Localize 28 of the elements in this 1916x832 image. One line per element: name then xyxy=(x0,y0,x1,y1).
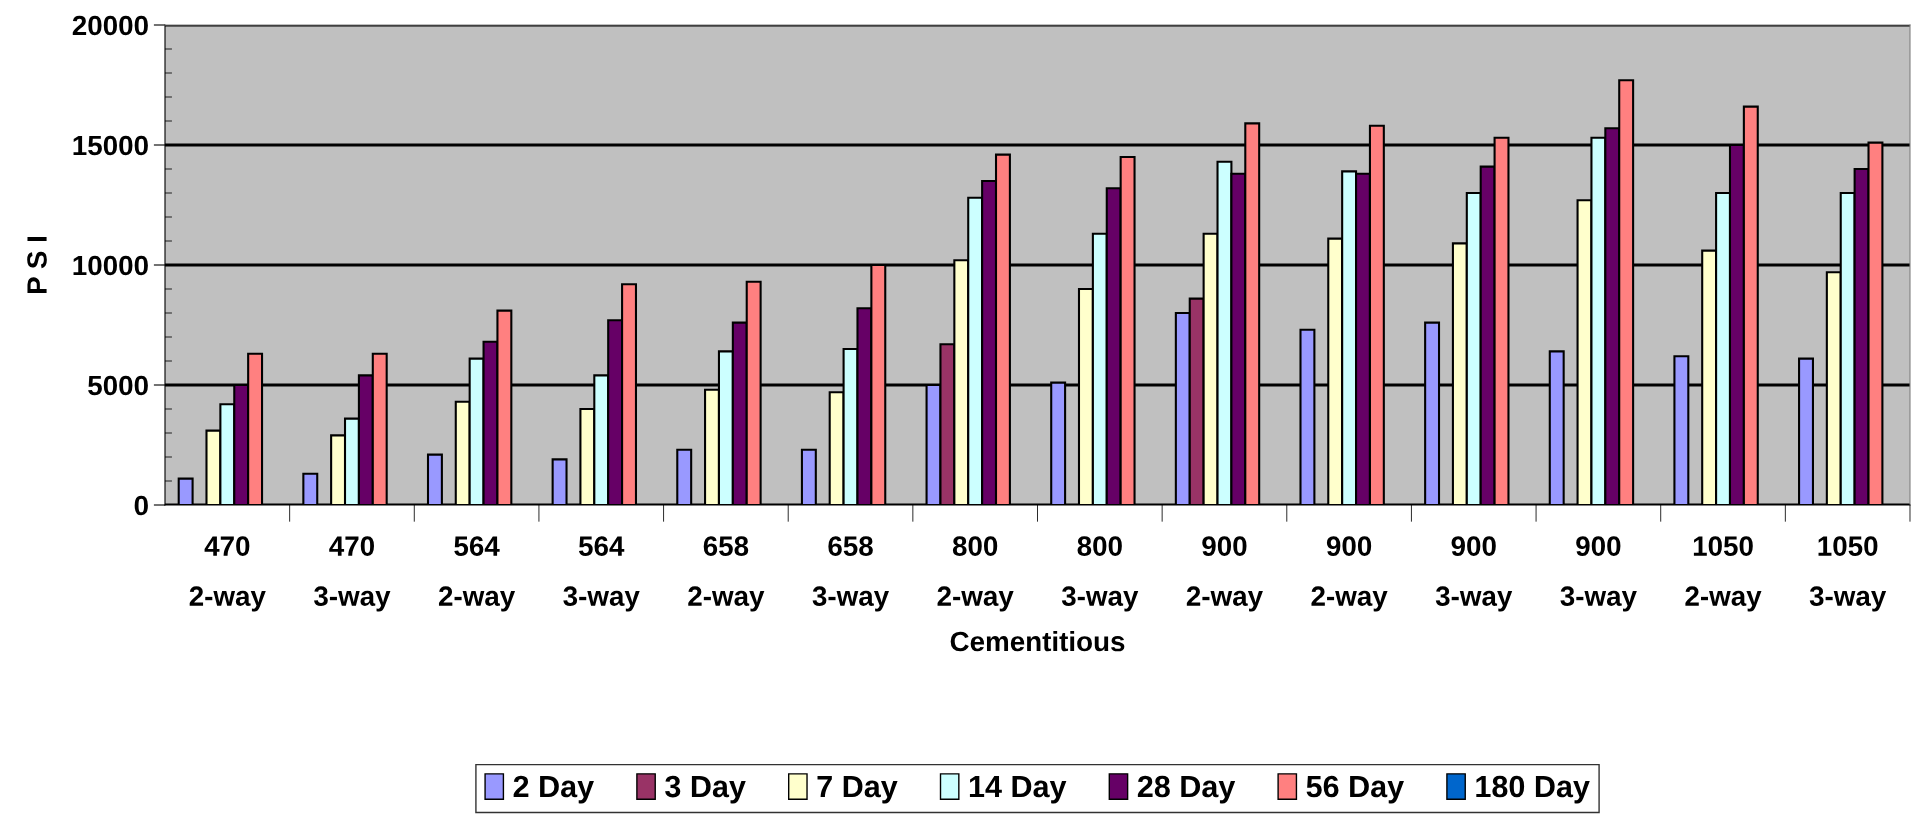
y-tick-label: 0 xyxy=(134,495,148,516)
x-tick-label: 1050 2-way xyxy=(1685,536,1762,612)
x-tick-label: 1050 3-way xyxy=(1809,536,1887,612)
y-tick-label: 20000 xyxy=(72,15,148,36)
x-tick-label: 900 3-way xyxy=(1560,536,1637,612)
legend-label: 28 Day xyxy=(1137,775,1236,804)
x-tick-label: 900 3-way xyxy=(1435,536,1513,612)
x-tick-label: 470 3-way xyxy=(314,536,391,612)
x-tick-label: 900 2-way xyxy=(1186,536,1263,612)
y-tick-label: 10000 xyxy=(73,255,148,276)
x-tick-label: 564 3-way xyxy=(563,536,640,612)
legend-label: 7 Day xyxy=(817,776,898,804)
x-tick-label: 658 3-way xyxy=(812,536,889,612)
x-tick-label: 470 2-way xyxy=(189,536,266,612)
legend-label: 180 Day xyxy=(1476,775,1590,804)
x-axis-title: Cementitious xyxy=(950,630,1125,652)
x-tick-label: 800 2-way xyxy=(937,536,1014,612)
legend-label: 3 Day xyxy=(665,775,746,804)
x-tick-label: 900 2-way xyxy=(1311,536,1388,612)
x-tick-label: 658 2-way xyxy=(688,536,765,612)
legend-label: 2 Day xyxy=(513,775,594,804)
legend-label: 56 Day xyxy=(1306,775,1404,804)
x-tick-label: 564 2-way xyxy=(438,536,516,612)
y-tick-label: 15000 xyxy=(73,135,148,156)
y-tick-label: 5000 xyxy=(88,375,148,396)
x-tick-label: 800 3-way xyxy=(1061,536,1139,612)
y-axis-title: P S I xyxy=(27,237,47,293)
legend-label: 14 Day xyxy=(969,776,1067,804)
